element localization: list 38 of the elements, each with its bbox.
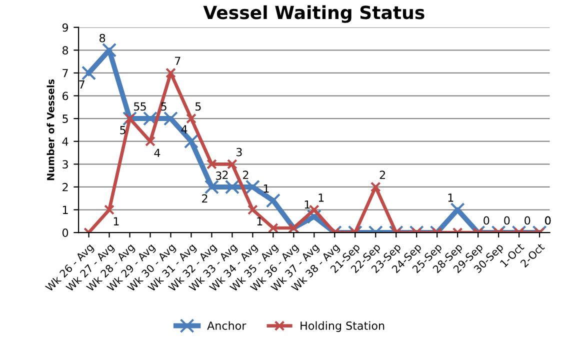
data-label: 7 <box>79 80 84 89</box>
legend-label: Holding Station <box>300 321 384 332</box>
data-label: 3 <box>236 148 242 156</box>
y-tick-label: 8 <box>62 46 68 55</box>
data-label: 2 <box>202 194 208 203</box>
y-axis-title: Number of Vessels <box>46 79 54 180</box>
data-label: 5 <box>120 126 126 134</box>
chart-title: Vessel Waiting Status <box>203 5 424 23</box>
data-label: 3 <box>216 171 222 180</box>
data-label: 0 <box>524 216 530 225</box>
data-label: 1 <box>257 217 262 226</box>
y-tick-label: 7 <box>62 69 68 78</box>
data-label: 5 <box>140 102 146 111</box>
data-label: 1 <box>318 194 324 202</box>
data-label: 2 <box>222 170 228 179</box>
y-tick-label: 4 <box>62 137 68 146</box>
y-tick-label: 2 <box>62 182 68 192</box>
data-label: 1 <box>114 217 119 226</box>
data-label: 2 <box>380 170 385 179</box>
y-tick-label: 3 <box>62 160 68 169</box>
y-tick-label: 0 <box>62 228 68 237</box>
y-tick-label: 5 <box>62 114 68 123</box>
data-label: 8 <box>100 34 106 42</box>
data-label: 0 <box>545 216 551 225</box>
data-label: 4 <box>154 148 160 157</box>
data-label: 1 <box>264 184 269 193</box>
data-label: 5 <box>134 102 140 111</box>
data-label: 1 <box>304 200 310 209</box>
y-tick-label: 6 <box>62 92 68 100</box>
legend-label: Anchor <box>207 321 246 330</box>
y-tick-label: 1 <box>62 206 68 214</box>
data-label: 2 <box>243 170 248 179</box>
data-label: 0 <box>504 216 510 225</box>
data-label: 0 <box>484 216 490 225</box>
data-label: 7 <box>175 56 180 65</box>
data-label: 5 <box>195 102 201 111</box>
data-label: 1 <box>448 194 454 202</box>
y-tick-label: 9 <box>62 23 68 32</box>
